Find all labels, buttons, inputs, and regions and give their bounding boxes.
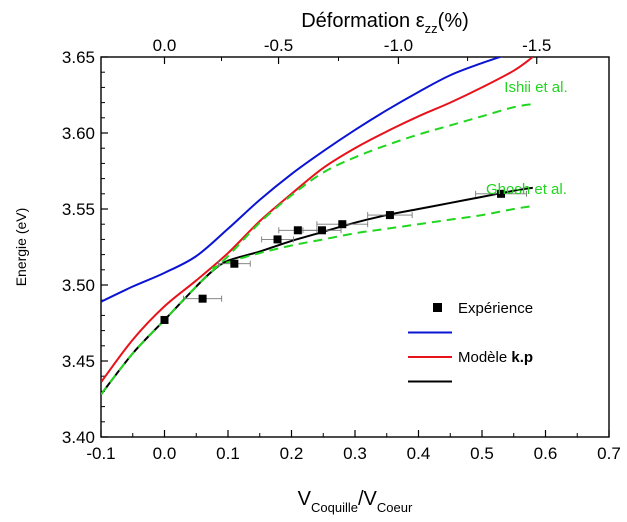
y-tick-label: 3.45 [62,352,95,371]
data-point [317,226,326,235]
data-point [293,226,302,235]
y-tick-label: 3.60 [62,124,95,143]
x-tick-label: 0.7 [597,444,621,463]
legend-label: Expérience [458,300,533,317]
legend-label: Modèle k.p [458,349,533,366]
series-green-lower [211,204,533,270]
top-tick-label: -1.0 [384,36,413,55]
data-point [497,189,506,198]
top-axis-title: Déformation εzz(%) [301,10,469,36]
x-tick-label: 0.4 [407,444,431,463]
axis-ticks: -0.1 0.0 0.1 0.2 0.3 0.4 0.5 0.6 0.7 3.40 3.45 3.50… [62,36,621,463]
y-tick-label: 3.50 [62,276,95,295]
x-tick-label: -0.1 [86,444,115,463]
data-point [338,220,347,229]
x-tick-label: 0.0 [153,444,177,463]
data-point [230,259,239,268]
data-point [273,235,282,244]
series-red [101,57,534,383]
data-point [160,315,169,324]
plot-frame [100,56,610,438]
x-tick-label: 0.6 [534,444,558,463]
x-axis-title: VCoquille/VCoeur [298,488,413,515]
top-tick-label: 0.0 [153,36,177,55]
data-point [385,211,394,220]
legend-marker-square [433,303,442,312]
series-layer [101,57,534,396]
x-tick-label: 0.3 [343,444,367,463]
series-green-upper [101,103,533,396]
annotation-label: Ishii et al. [504,79,567,96]
y-tick-label: 3.65 [62,48,95,67]
series-blue [101,57,504,303]
x-tick-label: 0.2 [280,444,304,463]
experiment-points [160,189,527,324]
legend: Expérience Modèle k.p [408,300,533,383]
y-tick-label: 3.55 [62,200,95,219]
x-tick-label: 0.1 [216,444,240,463]
top-tick-label: -1.5 [522,36,551,55]
data-point [198,294,207,303]
top-tick-label: -0.5 [264,36,293,55]
annotations: Ishii et al. Ghosh et al. [486,79,568,198]
annotation-label: Ghosh et al. [486,181,567,198]
x-tick-label: 0.5 [470,444,494,463]
y-tick-label: 3.40 [62,428,95,447]
y-axis-title: Energie (eV) [13,208,29,287]
